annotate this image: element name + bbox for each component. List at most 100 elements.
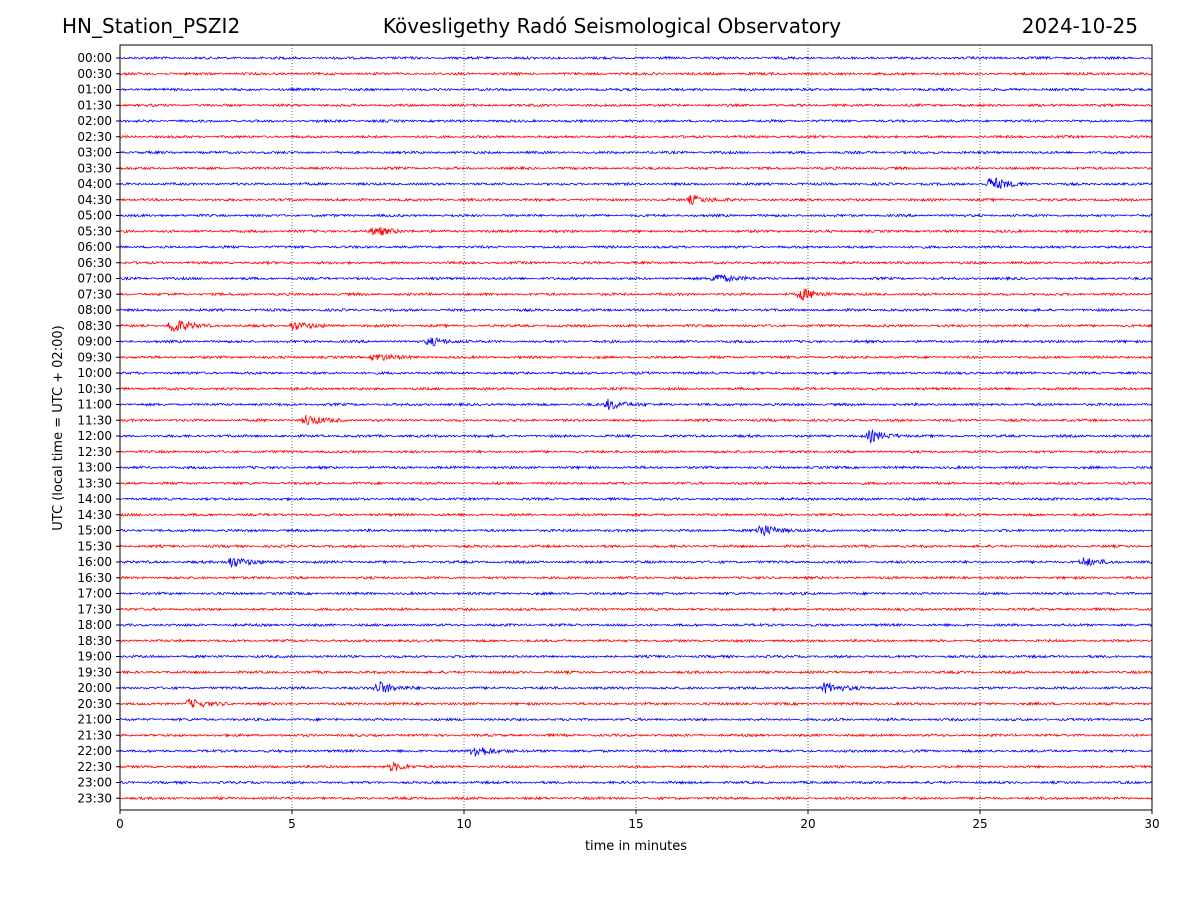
y-tick-label: 07:30 [77,287,112,301]
trace-0330 [119,165,1153,171]
y-tick-label: 08:30 [77,319,112,333]
trace-1630 [119,575,1153,581]
y-tick-label: 05:30 [77,224,112,238]
trace-0530 [119,227,1153,236]
trace-1130 [119,414,1153,426]
y-tick-label: 16:30 [77,571,112,585]
x-tick-label: 20 [800,817,815,831]
x-tick-label: 10 [456,817,471,831]
trace-2300 [119,780,1153,786]
y-tick-label: 07:00 [77,272,112,286]
trace-1930 [119,669,1153,675]
y-tick-label: 13:30 [77,476,112,490]
trace-1030 [119,386,1153,392]
trace-0600 [119,244,1153,250]
y-tick-label: 12:30 [77,445,112,459]
y-tick-label: 13:00 [77,461,112,475]
x-tick-label: 15 [628,817,643,831]
trace-0700 [119,274,1153,283]
y-tick-label: 08:00 [77,303,112,317]
y-tick-label: 21:00 [77,713,112,727]
seismic-traces [119,55,1153,801]
y-tick-label: 17:00 [77,587,112,601]
trace-0730 [119,288,1153,301]
y-tick-label: 05:00 [77,209,112,223]
trace-1430 [119,512,1153,518]
trace-0300 [119,149,1153,155]
trace-1200 [119,428,1153,444]
y-tick-label: 16:00 [77,555,112,569]
trace-0030 [119,71,1153,77]
trace-1700 [119,590,1153,597]
y-tick-label: 06:00 [77,240,112,254]
y-tick-label: 10:00 [77,366,112,380]
trace-0230 [119,134,1153,140]
trace-1000 [119,370,1153,376]
trace-0000 [119,55,1153,61]
y-tick-label: 20:00 [77,681,112,695]
y-tick-label: 11:00 [77,398,112,412]
trace-0930 [119,353,1153,362]
trace-1530 [119,543,1153,549]
y-tick-label: 15:30 [77,539,112,553]
y-tick-label: 06:30 [77,256,112,270]
trace-0100 [119,87,1153,92]
x-tick-label: 5 [288,817,296,831]
trace-1500 [119,524,1153,537]
y-tick-label: 03:30 [77,161,112,175]
y-tick-label: 23:30 [77,791,112,805]
chart-date: 2024-10-25 [1021,14,1138,38]
trace-2130 [119,732,1153,738]
trace-1330 [119,480,1153,486]
trace-0630 [119,260,1153,266]
y-tick-label: 11:30 [77,413,112,427]
x-tick-label: 0 [116,817,124,831]
trace-2330 [119,795,1153,801]
y-tick-label: 10:30 [77,382,112,396]
y-tick-label: 20:30 [77,697,112,711]
trace-1830 [119,638,1153,644]
y-tick-label: 14:30 [77,508,112,522]
y-tick-label: 21:30 [77,728,112,742]
x-axis: 0 5 10 15 20 25 30 [116,810,1160,831]
x-tick-label: 30 [1144,817,1159,831]
y-tick-label: 02:00 [77,114,112,128]
trace-0400 [119,177,1153,189]
trace-2200 [119,747,1153,757]
station-name: HN_Station_PSZI2 [62,14,241,38]
y-tick-label: 04:00 [77,177,112,191]
y-tick-label: 00:30 [77,67,112,81]
y-tick-label: 23:00 [77,776,112,790]
y-tick-label: 09:30 [77,350,112,364]
trace-1900 [119,654,1153,659]
trace-1400 [119,496,1153,502]
trace-2230 [119,761,1153,773]
y-tick-label: 18:00 [77,618,112,632]
grid-lines [291,45,981,810]
y-tick-label: 19:00 [77,650,112,664]
y-tick-label: 01:00 [77,83,112,97]
trace-0200 [119,118,1153,124]
y-tick-label: 19:30 [77,665,112,679]
y-tick-label: 01:30 [77,98,112,112]
trace-2030 [119,698,1153,708]
trace-1800 [119,622,1153,628]
trace-1300 [119,465,1153,471]
y-tick-label: 00:00 [77,51,112,65]
trace-0500 [119,213,1153,218]
trace-2000 [119,680,1153,694]
y-tick-label: 22:00 [77,744,112,758]
trace-1600 [119,557,1153,569]
trace-1100 [119,398,1153,411]
x-axis-label: time in minutes [585,839,687,854]
x-tick-label: 25 [972,817,987,831]
y-tick-label: 18:30 [77,634,112,648]
trace-2100 [119,716,1153,723]
y-tick-label: 12:00 [77,429,112,443]
trace-1730 [119,606,1153,612]
trace-0430 [119,194,1153,205]
trace-0900 [119,337,1153,347]
y-axis-label: UTC (local time = UTC + 02:00) [51,325,66,530]
